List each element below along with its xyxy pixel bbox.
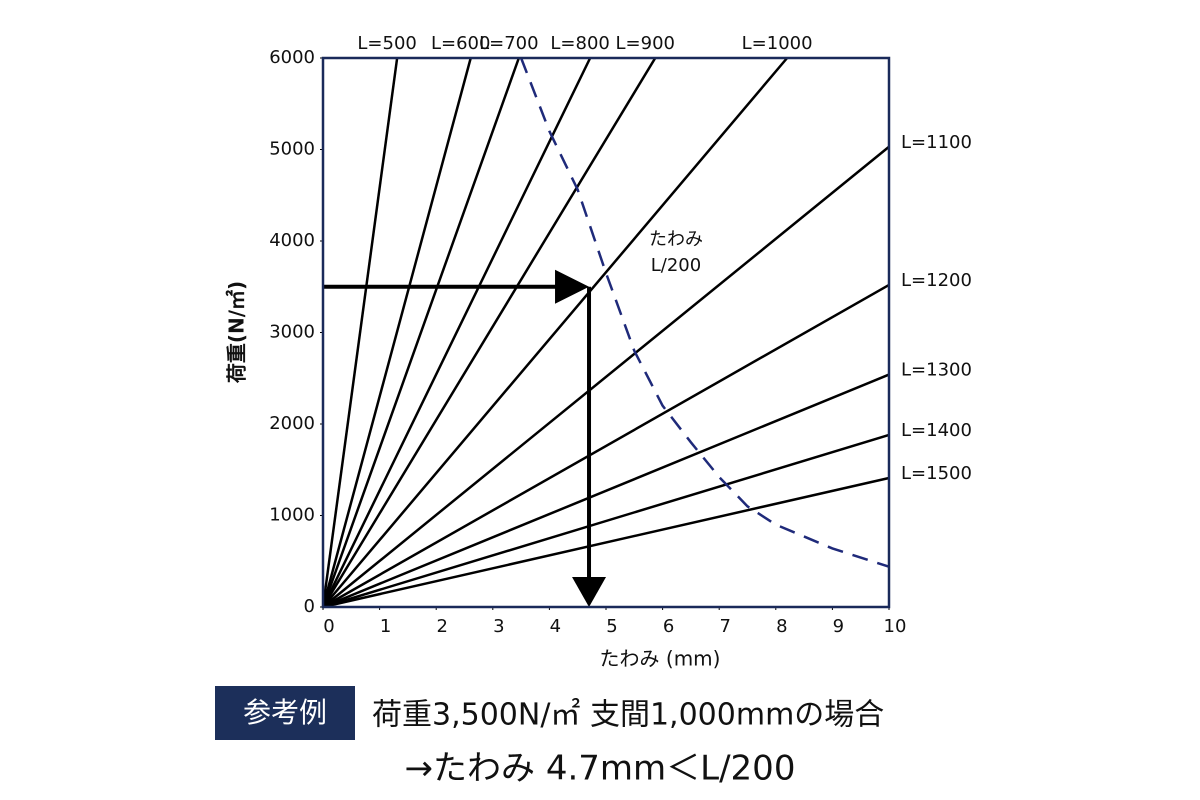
line-label: L=1400 [901, 420, 972, 441]
series-line [321, 57, 399, 608]
line-label: L=1300 [901, 360, 972, 381]
line-label: L=500 [357, 33, 416, 54]
limit-curve [519, 57, 890, 568]
badge-bg [215, 686, 355, 740]
x-tick-label: 9 [833, 616, 844, 637]
line-label: L=1100 [901, 132, 972, 153]
line-label: L=800 [550, 33, 609, 54]
series-line [322, 433, 890, 609]
x-tick-label: 7 [719, 616, 730, 637]
x-tick-label: 10 [884, 616, 907, 637]
line-label: L=1000 [742, 33, 813, 54]
x-tick-label: 2 [436, 616, 447, 637]
ref-arrowhead [572, 577, 607, 607]
line-label: L=600 [431, 33, 490, 54]
y-tick-label: 5000 [269, 139, 315, 160]
ref-arrowhead [555, 269, 590, 304]
y-axis-title: 荷重(N/㎡) [225, 281, 249, 383]
series-line [321, 57, 521, 608]
x-tick-label: 6 [663, 616, 674, 637]
line-label: L=900 [616, 33, 675, 54]
series-line [322, 476, 890, 609]
y-tick-label: 2000 [269, 413, 315, 434]
caption-line: →たわみ 4.7mm＜L/200 [405, 749, 796, 789]
line-label: L=1500 [901, 463, 972, 484]
y-tick-label: 0 [304, 596, 315, 617]
line-label: L=700 [479, 33, 538, 54]
caption-line: 荷重3,500N/㎡ 支間1,000mmの場合 [372, 698, 884, 733]
plot-frame [321, 56, 891, 609]
x-tick-label: 0 [323, 616, 334, 637]
series-line [321, 57, 592, 608]
series-line [322, 283, 890, 609]
series-line [321, 57, 657, 608]
series-line [321, 57, 472, 608]
annotation: L/200 [651, 255, 701, 276]
y-tick-label: 1000 [269, 505, 315, 526]
annotation: たわみ [649, 229, 703, 250]
x-axis-title: たわみ (mm) [600, 647, 721, 671]
series-line [322, 373, 890, 609]
y-tick-label: 4000 [269, 230, 315, 251]
badge: 参考例 [243, 696, 327, 729]
x-tick-label: 5 [606, 616, 617, 637]
y-tick-label: 6000 [269, 47, 315, 68]
line-label: L=1200 [901, 270, 972, 291]
x-tick-label: 1 [380, 616, 391, 637]
series-line [322, 57, 789, 608]
y-tick-label: 3000 [269, 322, 315, 343]
x-tick-label: 4 [550, 616, 561, 637]
x-tick-label: 3 [493, 616, 504, 637]
x-tick-label: 8 [776, 616, 787, 637]
series-line [322, 145, 890, 608]
